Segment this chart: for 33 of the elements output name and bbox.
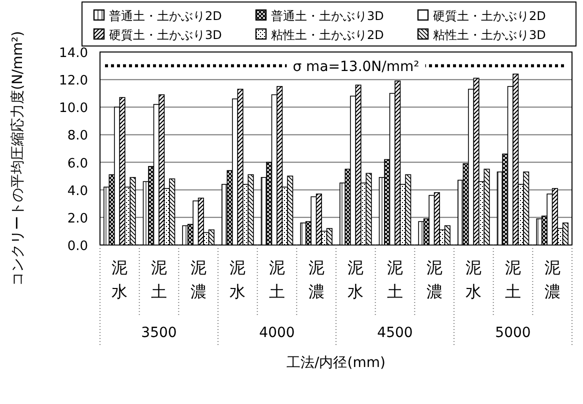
y-tick-label: 14.0 (59, 46, 88, 61)
x-tick-label: 泥濃 (426, 258, 442, 301)
x-tick-label: 泥水 (466, 258, 482, 301)
x-tick-label: 泥濃 (190, 258, 206, 301)
x-tick-label: 泥濃 (308, 258, 324, 301)
y-tick-label: 8.0 (67, 128, 88, 144)
y-axis-title: コンクリートの平均圧縮応力度(N/mm²) (10, 30, 26, 286)
y-tick-label: 0.0 (67, 239, 88, 254)
legend-label: 硬質土・土かぶり2D (433, 9, 546, 23)
y-tick-label: 2.0 (67, 211, 88, 226)
x-tick-label: 泥土 (387, 258, 403, 301)
legend-label: 硬質土・土かぶり3D (109, 28, 222, 42)
x-tick-label: 泥土 (505, 258, 521, 301)
legend-label: 普通土・土かぶり3D (271, 9, 384, 23)
x-tick-label: 泥水 (348, 258, 364, 301)
text: 3500 (141, 325, 177, 341)
text: 4500 (377, 325, 413, 341)
text: 5000 (495, 325, 531, 341)
y-tick-label: 10.0 (59, 101, 88, 116)
x-axis-title: 工法/内径(mm) (286, 355, 386, 371)
y-tick-label: 12.0 (59, 74, 88, 89)
x-tick-label: 泥土 (151, 258, 167, 301)
legend-label: 粘性土・土かぶり3D (433, 28, 546, 42)
legend-label: 粘性土・土かぶり2D (271, 28, 384, 42)
x-tick-label: 泥水 (230, 258, 246, 301)
x-tick-label: 泥土 (269, 258, 285, 301)
text: 4000 (259, 325, 295, 341)
y-tick-label: 4.0 (67, 184, 88, 199)
legend-label: 普通土・土かぶり2D (109, 9, 222, 23)
y-tick-label: 6.0 (67, 156, 88, 172)
ref-line-label: σ ma=13.0N/mm² (292, 58, 420, 75)
x-tick-label: 泥水 (112, 258, 128, 301)
x-tick-label: 泥濃 (544, 258, 560, 301)
